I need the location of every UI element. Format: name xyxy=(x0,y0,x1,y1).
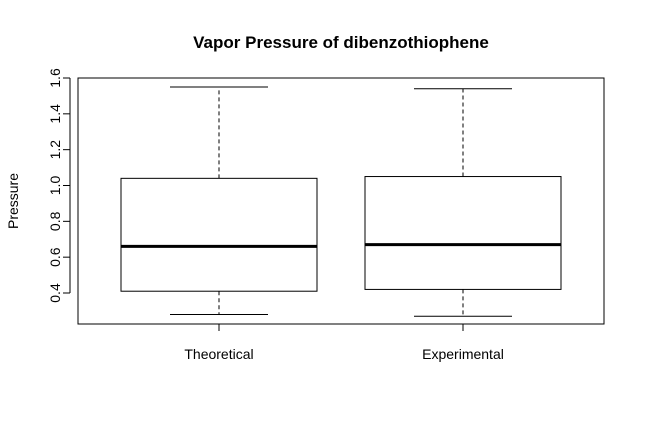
y-axis: 0.4 0.6 0.8 1.0 1.2 1.4 1.6 xyxy=(47,68,71,303)
y-tick-label: 1.2 xyxy=(47,140,63,160)
box-iqr xyxy=(364,176,562,290)
y-tick-label: 1.6 xyxy=(47,68,63,88)
box-iqr xyxy=(120,177,318,292)
y-axis-label: Pressure xyxy=(5,173,21,229)
y-tick-label: 0.6 xyxy=(47,247,63,267)
boxes xyxy=(120,86,562,317)
y-tick-label: 0.4 xyxy=(47,283,63,303)
y-tick-label: 1.4 xyxy=(47,104,63,124)
x-axis: Theoretical Experimental xyxy=(184,323,504,362)
x-tick-label: Experimental xyxy=(422,346,504,362)
x-tick-label: Theoretical xyxy=(184,346,253,362)
y-tick-label: 1.0 xyxy=(47,176,63,196)
y-tick-label: 0.8 xyxy=(47,211,63,231)
chart-title: Vapor Pressure of dibenzothiophene xyxy=(193,33,489,52)
